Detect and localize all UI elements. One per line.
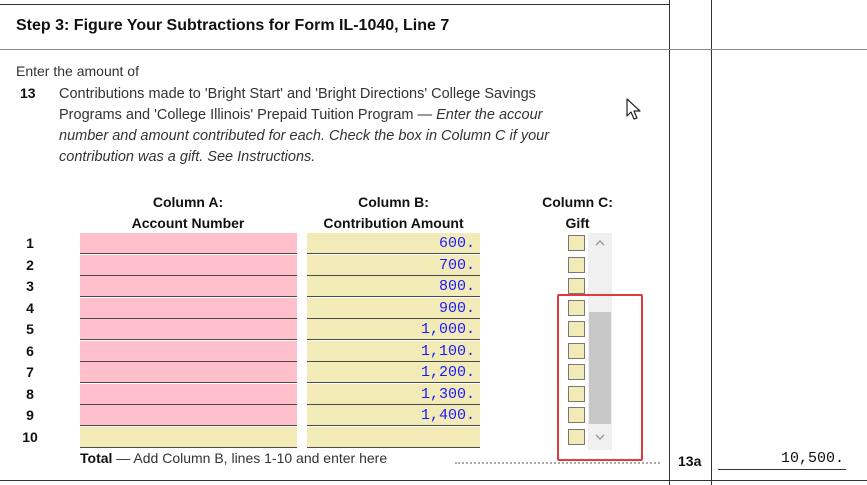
row-number: 9 [26, 407, 34, 423]
row-number: 5 [26, 321, 34, 337]
chevron-down-icon[interactable] [591, 431, 609, 445]
right-column-divider-2 [711, 0, 712, 485]
account-number-field[interactable] [80, 362, 297, 383]
contribution-amount-field[interactable]: 1,100. [307, 341, 480, 362]
line-description-2-italic: Enter the accour [436, 107, 543, 123]
account-number-field[interactable] [80, 255, 297, 276]
gift-column-highlight [557, 294, 643, 461]
scrollbar-thumb[interactable] [589, 312, 611, 424]
column-b-header: Column B: Contribution Amount [323, 194, 464, 231]
contribution-amount-field[interactable]: 900. [307, 298, 480, 319]
line-description-2: Programs and 'College Illinois' Prepaid … [59, 105, 542, 126]
contribution-amount-field[interactable]: 1,000. [307, 319, 480, 340]
account-number-field[interactable] [80, 427, 297, 448]
contribution-amount-field[interactable]: 1,200. [307, 362, 480, 383]
total-label: Total — Add Column B, lines 1-10 and ent… [80, 450, 388, 466]
account-number-field[interactable] [80, 384, 297, 405]
account-number-field[interactable] [80, 405, 297, 426]
column-c-header: Column C: Gift [542, 194, 613, 231]
contribution-amount-field[interactable]: 800. [307, 276, 480, 297]
line-description-3: number and amount contributed for each. … [59, 128, 550, 144]
gift-checkbox[interactable] [568, 321, 585, 337]
leader-dots [455, 462, 660, 464]
contribution-amount-field[interactable] [307, 427, 480, 448]
line-description-4: contribution was a gift. See Instruction… [59, 149, 316, 165]
contribution-amount-field[interactable]: 1,400. [307, 405, 480, 426]
gift-checkbox[interactable] [568, 429, 585, 445]
account-number-field[interactable] [80, 341, 297, 362]
column-a-header: Column A: Account Number [131, 194, 245, 231]
step-title: Step 3: Figure Your Subtractions for For… [16, 17, 450, 34]
gift-checkbox[interactable] [568, 300, 585, 316]
gift-checkbox[interactable] [568, 257, 585, 273]
mouse-pointer-icon [626, 98, 646, 127]
gift-checkbox[interactable] [568, 343, 585, 359]
right-column-divider-1 [669, 0, 670, 485]
gift-checkbox[interactable] [568, 364, 585, 380]
contribution-amount-field[interactable]: 700. [307, 255, 480, 276]
gift-checkbox[interactable] [568, 386, 585, 402]
account-number-field[interactable] [80, 319, 297, 340]
line-description-2-plain: Programs and 'College Illinois' Prepaid … [59, 107, 437, 123]
line-13a-label: 13a [678, 453, 702, 469]
top-border [0, 4, 669, 5]
intro-text: Enter the amount of [16, 63, 139, 79]
line-number: 13 [20, 85, 36, 101]
contribution-amount-field[interactable]: 1,300. [307, 384, 480, 405]
account-number-field[interactable] [80, 276, 297, 297]
row-number: 3 [26, 278, 34, 294]
gift-checkbox[interactable] [568, 407, 585, 423]
row-number: 4 [26, 300, 34, 316]
row-number: 8 [26, 386, 34, 402]
row-number: 10 [22, 429, 38, 445]
row-number: 2 [26, 257, 34, 273]
account-number-field[interactable] [80, 233, 297, 254]
title-divider [0, 49, 867, 50]
bottom-border [0, 480, 867, 481]
row-number: 1 [26, 235, 34, 251]
total-underline [718, 469, 846, 470]
gift-checkbox[interactable] [568, 278, 585, 294]
row-number: 6 [26, 343, 34, 359]
row-number: 7 [26, 364, 34, 380]
contribution-amount-field[interactable]: 600. [307, 233, 480, 254]
gift-checkbox[interactable] [568, 235, 585, 251]
line-description-1: Contributions made to 'Bright Start' and… [59, 86, 536, 102]
chevron-up-icon[interactable] [591, 236, 609, 250]
account-number-field[interactable] [80, 298, 297, 319]
total-amount-field[interactable]: 10,500. [780, 450, 844, 467]
